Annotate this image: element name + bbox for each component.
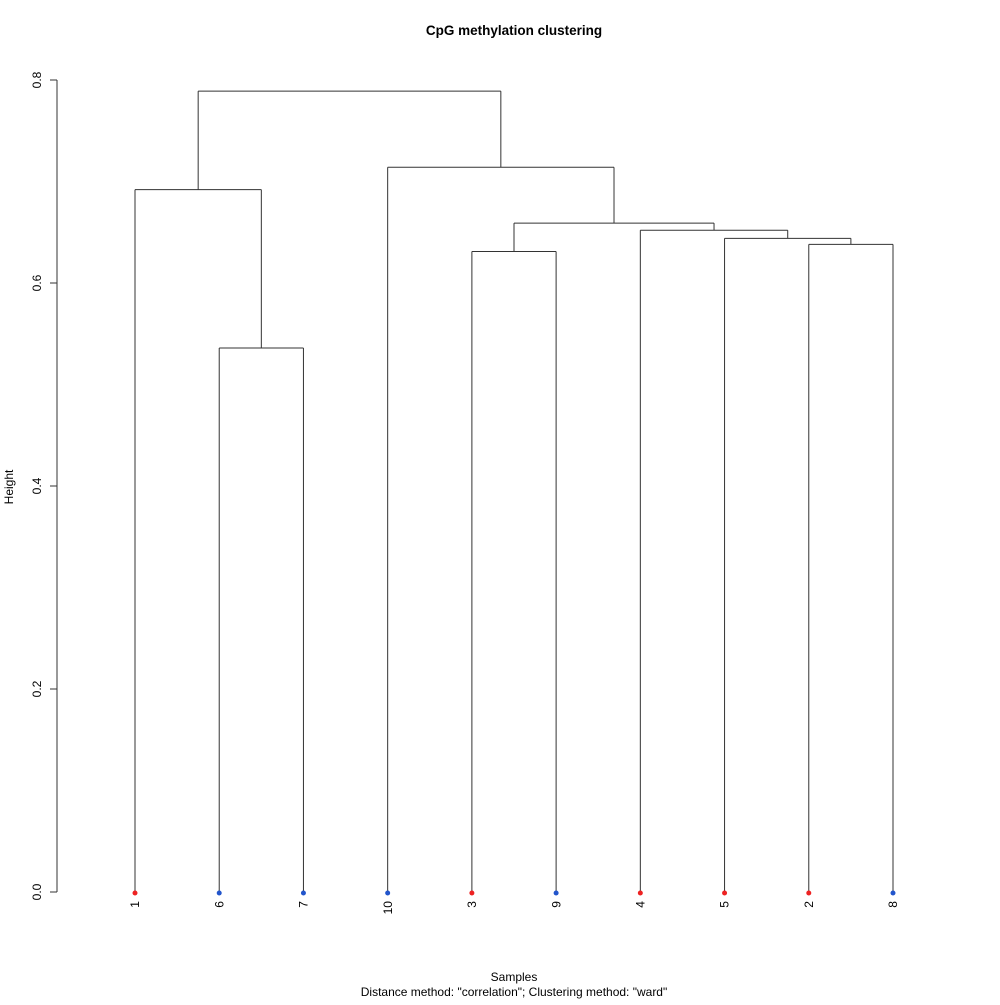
y-axis: 0.0 0.2 0.4 0.6 0.8 <box>30 71 58 900</box>
dendrogram-tree <box>134 90 894 893</box>
leaf-label: 9 <box>549 901 563 908</box>
y-axis-label: Height <box>2 469 16 504</box>
y-axis-tick-label: 0.6 <box>30 274 44 291</box>
leaf-label: 2 <box>802 901 816 908</box>
leaf-label: 1 <box>128 901 142 908</box>
leaf-marker <box>553 890 559 896</box>
leaf-label: 6 <box>212 901 226 908</box>
y-axis-tick-label: 0.8 <box>30 71 44 88</box>
y-axis-tick-label: 0.0 <box>30 883 44 900</box>
y-axis-tick-label: 0.4 <box>30 477 44 494</box>
chart-subtitle: Distance method: "correlation"; Clusteri… <box>361 985 668 999</box>
leaf-label: 10 <box>381 901 395 915</box>
leaf-label: 4 <box>634 901 648 908</box>
leaf-marker <box>722 890 728 896</box>
chart-title: CpG methylation clustering <box>426 23 602 38</box>
leaf-marker <box>385 890 391 896</box>
leaf-marker <box>300 890 306 896</box>
leaf-label: 5 <box>718 901 732 908</box>
leaf-label: 3 <box>465 901 479 908</box>
leaf-label: 8 <box>886 901 900 908</box>
x-axis-label: Samples <box>491 970 538 984</box>
leaf-marker <box>469 890 475 896</box>
leaf-marker <box>132 890 138 896</box>
leaf-marker <box>890 890 896 896</box>
leaf-markers: 6 7 1 3 9 2 8 5 4 10 <box>128 890 900 915</box>
leaf-label: 7 <box>297 901 311 908</box>
y-axis-tick-label: 0.2 <box>30 680 44 697</box>
leaf-marker <box>806 890 812 896</box>
leaf-marker <box>216 890 222 896</box>
leaf-marker <box>637 890 643 896</box>
